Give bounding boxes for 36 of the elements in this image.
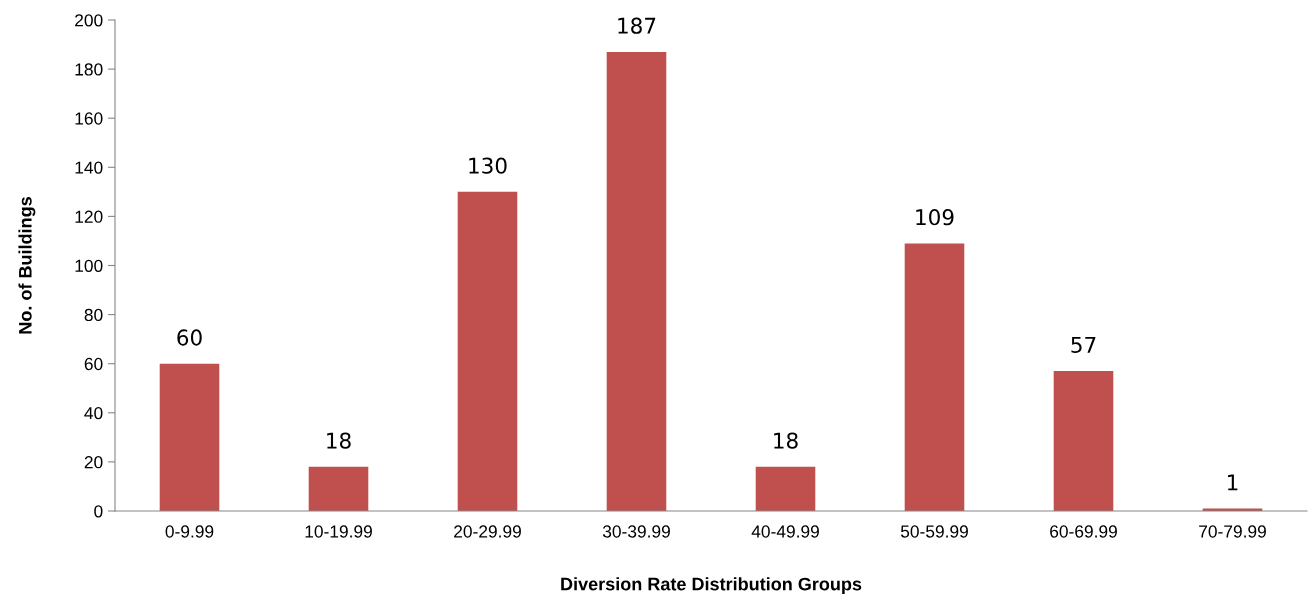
bar [755,466,816,511]
data-label: 18 [774,432,798,449]
y-tick-label: 60 [84,357,103,371]
bar [457,191,518,511]
data-label: 187 [618,17,656,34]
y-tick-label: 0 [94,505,103,518]
y-tick-label: 80 [84,308,103,322]
data-label: 57 [1071,337,1096,354]
y-tick-label: 140 [75,161,103,174]
x-tick-label: 10-19.99 [305,525,372,538]
x-tick-label: 0-9.99 [165,525,214,538]
x-tick-label: 30-39.99 [602,525,670,538]
y-tick-label: 100 [75,259,103,272]
y-tick-label: 160 [75,112,103,125]
bar [159,363,220,511]
bar [1053,371,1114,511]
data-label: 60 [177,329,202,346]
bar [904,243,965,511]
bar [308,466,369,511]
data-label: 109 [916,209,954,226]
x-tick-label: 50-59.99 [900,525,968,538]
x-tick-label: 20-29.99 [454,525,521,538]
y-tick-label: 120 [75,210,103,223]
y-axis-title: No. of Buildings [18,197,36,334]
y-tick-label: 40 [84,406,103,420]
x-tick-label: 40-49.99 [751,525,819,538]
data-label: 18 [327,432,351,449]
data-label: 130 [469,157,507,174]
x-tick-label: 60-69.99 [1050,525,1117,538]
bar [606,51,667,511]
data-label: 1 [1228,474,1238,491]
y-tick-label: 180 [75,63,103,76]
x-tick-label: 70-79.99 [1199,525,1266,538]
y-tick-label: 20 [84,456,103,469]
x-axis-title: Diversion Rate Distribution Groups [561,577,862,595]
y-tick-label: 200 [75,14,103,27]
